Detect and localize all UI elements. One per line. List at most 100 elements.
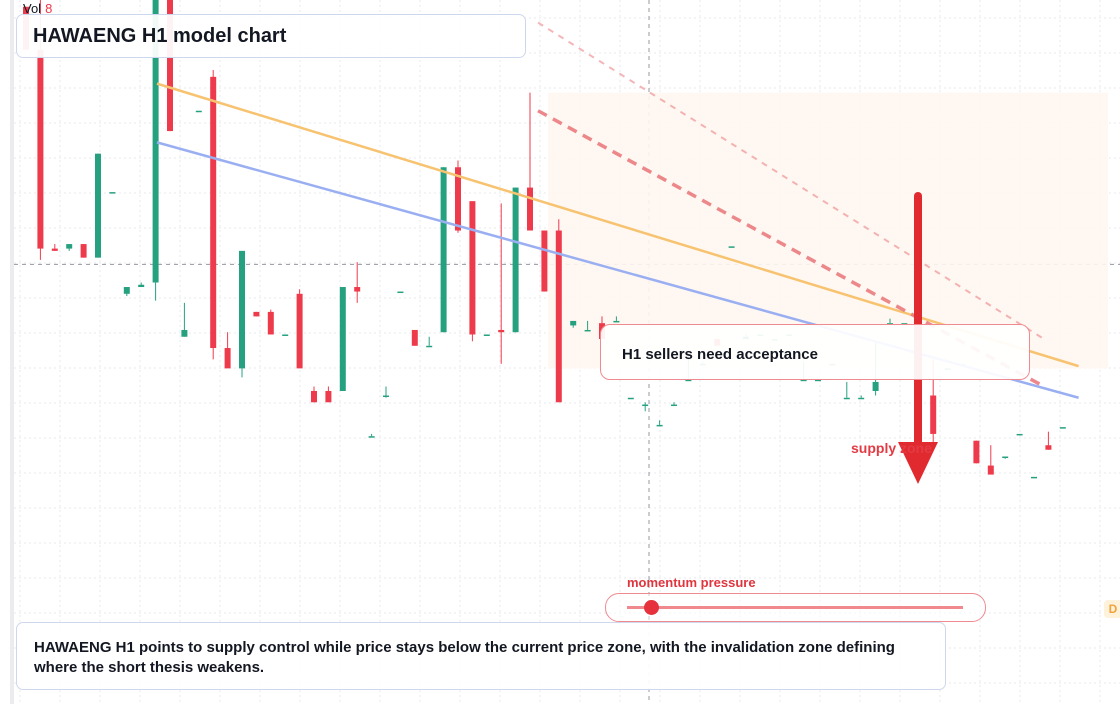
callout-text: H1 sellers need acceptance	[622, 346, 818, 363]
candle	[901, 323, 908, 325]
candle-body	[1031, 476, 1037, 479]
candle-body	[224, 348, 231, 369]
candle-body	[195, 110, 202, 113]
candle-body	[901, 323, 908, 325]
candle-body	[887, 323, 893, 325]
candle-body	[397, 291, 404, 294]
candle	[224, 332, 231, 369]
momentum-knob	[643, 600, 659, 615]
candle-body	[239, 250, 245, 369]
candle	[973, 440, 980, 464]
momentum-track	[627, 606, 963, 609]
summary-text: HAWAENG H1 points to supply control whil…	[34, 639, 895, 676]
candle	[66, 244, 73, 251]
candle-body	[815, 379, 821, 382]
candle	[469, 201, 476, 342]
candle-body	[584, 329, 591, 332]
candle	[253, 311, 260, 317]
candle-body	[311, 390, 317, 403]
candle	[512, 187, 519, 333]
candle-body	[987, 465, 994, 475]
candle-body	[80, 244, 87, 258]
candle	[123, 287, 130, 297]
candle-body	[541, 230, 548, 292]
candle-body	[1059, 427, 1066, 429]
candle	[541, 230, 548, 292]
candle	[627, 397, 634, 400]
candle-body	[627, 397, 634, 400]
title-panel: HAWAENG H1 model chart	[16, 14, 526, 58]
candle-body	[282, 334, 289, 336]
candle	[181, 302, 188, 337]
supply-zone-rect	[548, 92, 1108, 369]
callout-box[interactable]: H1 sellers need acceptance	[600, 324, 1030, 380]
candle-body	[253, 311, 260, 317]
candle-body	[930, 395, 937, 434]
candles	[23, 0, 1066, 479]
candle	[267, 309, 274, 335]
momentum-label: momentum pressure	[627, 575, 756, 590]
candle	[455, 160, 461, 233]
candle-body	[66, 244, 73, 249]
candle	[397, 291, 404, 294]
candle	[671, 402, 677, 407]
candle-body	[123, 287, 130, 294]
candle	[339, 287, 346, 391]
candle	[1002, 456, 1009, 459]
candle	[383, 386, 389, 398]
d-badge[interactable]: D	[1104, 600, 1120, 618]
candle-body	[498, 329, 505, 333]
left-edge-strip	[10, 0, 14, 704]
candle-body	[728, 246, 735, 248]
candle-body	[440, 167, 447, 333]
candle	[1045, 431, 1052, 450]
candle-body	[512, 187, 519, 333]
candle	[987, 445, 994, 475]
candle-body	[152, 0, 159, 283]
candle	[815, 379, 821, 382]
candle-body	[469, 201, 476, 335]
candle	[296, 289, 303, 369]
candle-body	[426, 345, 433, 348]
candle	[95, 153, 101, 258]
candle	[138, 282, 145, 288]
candle	[728, 246, 735, 248]
candle	[555, 219, 562, 403]
candle	[109, 192, 116, 194]
candle-body	[843, 397, 850, 400]
candle-body	[570, 320, 577, 326]
volume-label: Vol	[23, 1, 42, 16]
candle	[656, 420, 663, 427]
candle	[1059, 427, 1066, 429]
candle-body	[383, 395, 389, 397]
candle	[570, 320, 577, 328]
summary-panel: HAWAENG H1 points to supply control whil…	[16, 622, 946, 690]
candle	[239, 250, 245, 378]
arrow-head	[898, 442, 938, 484]
candle	[368, 433, 375, 438]
candle-body	[267, 311, 274, 335]
candle-body	[181, 329, 188, 337]
candle-body	[858, 397, 865, 400]
candle	[1031, 476, 1037, 479]
candle-body	[685, 379, 692, 382]
chart-title: HAWAENG H1 model chart	[33, 25, 287, 47]
candle	[858, 395, 865, 400]
candle-body	[138, 284, 145, 288]
candle-body	[1002, 456, 1009, 459]
volume-value: 8	[45, 1, 53, 16]
down-arrow	[898, 192, 938, 484]
candle-body	[671, 404, 677, 407]
candle	[426, 336, 433, 348]
candle-body	[800, 379, 807, 382]
candle	[613, 316, 620, 323]
candle-body	[642, 404, 649, 407]
candle-body	[51, 248, 58, 251]
candle-body	[411, 329, 418, 346]
candle-body	[37, 49, 44, 249]
candle	[195, 110, 202, 113]
candle-body	[167, 0, 173, 132]
candle-body	[109, 192, 116, 194]
supply-zone-label: supply zone	[851, 440, 932, 456]
